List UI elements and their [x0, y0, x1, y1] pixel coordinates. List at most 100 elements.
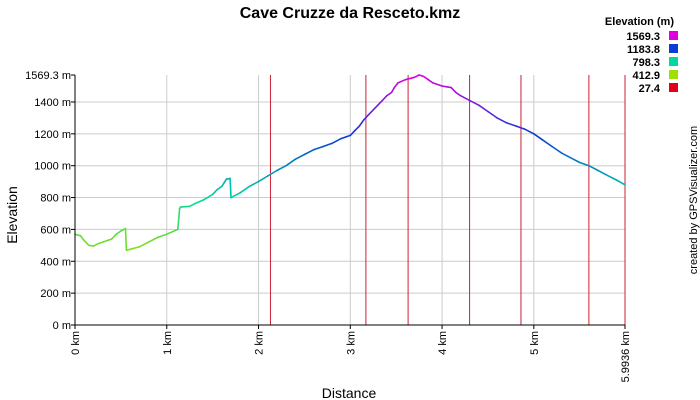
profile-segment-43 — [344, 134, 352, 138]
profile-segment-56 — [413, 74, 420, 79]
profile-segment-81 — [606, 174, 618, 181]
profile-segment-72 — [523, 128, 535, 135]
profile-segment-32 — [248, 180, 260, 188]
profile-segment-39 — [312, 145, 324, 151]
profile-segment-4 — [92, 243, 99, 247]
profile-segment-45 — [354, 125, 361, 132]
profile-segment-21 — [179, 205, 191, 208]
profile-segment-33 — [257, 175, 269, 183]
elevation-profile — [74, 74, 626, 251]
profile-segment-22 — [188, 203, 196, 208]
x-axis-title: Distance — [322, 385, 377, 400]
profile-segment-36 — [285, 158, 297, 167]
y-axis-ticks: 0 m 200 m 400 m 600 m 800 m 1000 m 1200 m 1400 … — [25, 70, 75, 332]
x-tick-label-2: 2 km — [254, 331, 266, 355]
profile-segment-52 — [390, 86, 396, 94]
profile-segment-24 — [202, 193, 214, 201]
profile-segment-70 — [505, 121, 517, 127]
profile-segment-16 — [147, 236, 159, 243]
profile-segment-71 — [514, 125, 526, 130]
profile-segment-41 — [331, 137, 342, 145]
profile-segment-58 — [422, 75, 430, 81]
profile-segment-50 — [381, 94, 388, 102]
profile-segment-78 — [578, 161, 590, 167]
profile-segment-64 — [454, 91, 462, 97]
y-tick-label-3: 600 m — [40, 224, 71, 236]
chart-title: Cave Cruzze da Resceto.kmz — [240, 5, 461, 22]
profile-segment-57 — [418, 74, 425, 78]
y-tick-label-7: 1400 m — [34, 97, 71, 109]
legend-swatch-3 — [669, 70, 678, 79]
profile-segment-7 — [106, 238, 113, 242]
profile-segment-68 — [487, 110, 498, 119]
profile-segment-25 — [211, 188, 218, 196]
profile-segment-53 — [393, 82, 399, 89]
x-tick-label-5: 5 km — [529, 331, 541, 355]
profile-segment-9 — [115, 230, 122, 235]
legend-label-3: 412.9 — [632, 70, 660, 82]
legend-label-2: 798.3 — [632, 57, 660, 69]
profile-segment-5 — [97, 241, 104, 245]
profile-segment-23 — [193, 199, 205, 205]
profile-segment-54 — [397, 78, 407, 84]
y-tick-label-0: 0 m — [53, 320, 71, 332]
profile-segment-74 — [542, 139, 554, 148]
profile-segment-65 — [459, 94, 471, 102]
profile-segment-1 — [79, 235, 85, 242]
legend-swatch-4 — [669, 83, 678, 92]
profile-segment-37 — [294, 153, 306, 161]
y-tick-label-6: 1200 m — [34, 129, 71, 141]
legend-swatch-1 — [669, 44, 678, 53]
legend-label-1: 1183.8 — [627, 44, 660, 56]
y-axis-title: Elevation — [4, 186, 20, 244]
profile-segment-30 — [230, 192, 241, 199]
profile-segment-38 — [303, 149, 315, 156]
profile-segment-29 — [229, 177, 232, 199]
profile-segment-55 — [404, 76, 416, 81]
y-tick-label-4: 800 m — [40, 193, 71, 205]
profile-segment-26 — [216, 185, 223, 191]
x-tick-label-6: 5.9936 km — [620, 331, 632, 382]
profile-segment-75 — [551, 145, 563, 154]
profile-segment-77 — [569, 156, 581, 164]
legend-swatch-0 — [669, 31, 678, 40]
profile-segment-60 — [432, 82, 443, 87]
x-tick-label-3: 3 km — [345, 331, 357, 355]
profile-segment-73 — [532, 133, 544, 141]
profile-segment-49 — [376, 99, 384, 106]
credit-text: created by GPSVisualizer.com — [688, 126, 700, 274]
profile-segment-15 — [138, 241, 150, 248]
profile-segment-6 — [101, 239, 108, 243]
profile-segment-2 — [83, 239, 90, 247]
profile-segment-48 — [367, 104, 379, 116]
profile-segment-79 — [588, 164, 599, 172]
profile-segment-44 — [349, 129, 356, 137]
x-tick-label-0: 0 km — [70, 331, 82, 355]
profile-segment-18 — [166, 228, 179, 235]
profile-segment-31 — [239, 185, 251, 194]
profile-segment-76 — [560, 152, 572, 159]
profile-segment-51 — [386, 91, 393, 97]
profile-segment-66 — [468, 99, 480, 106]
y-tick-label-1: 200 m — [40, 288, 71, 300]
profile-segment-14 — [129, 246, 140, 251]
x-axis-ticks: 0 km 1 km 2 km 3 km 4 km 5 km 5.9936 km — [70, 325, 632, 382]
profile-segment-35 — [276, 164, 287, 172]
profile-segment-40 — [321, 142, 333, 148]
legend-swatch-2 — [669, 57, 678, 66]
profile-segment-0 — [74, 233, 82, 237]
profile-segment-34 — [266, 169, 278, 177]
profile-segment-17 — [156, 233, 168, 239]
legend-title: Elevation (m) — [605, 16, 674, 28]
profile-segment-8 — [110, 233, 118, 240]
profile-segment-11 — [124, 227, 128, 251]
profile-segment-42 — [340, 136, 347, 140]
profile-segment-80 — [597, 169, 609, 177]
x-tick-label-1: 1 km — [162, 331, 174, 355]
profile-segment-82 — [615, 179, 626, 186]
profile-segment-27 — [221, 178, 228, 188]
y-tick-label-5: 1000 m — [34, 161, 71, 173]
profile-segment-59 — [427, 78, 434, 84]
